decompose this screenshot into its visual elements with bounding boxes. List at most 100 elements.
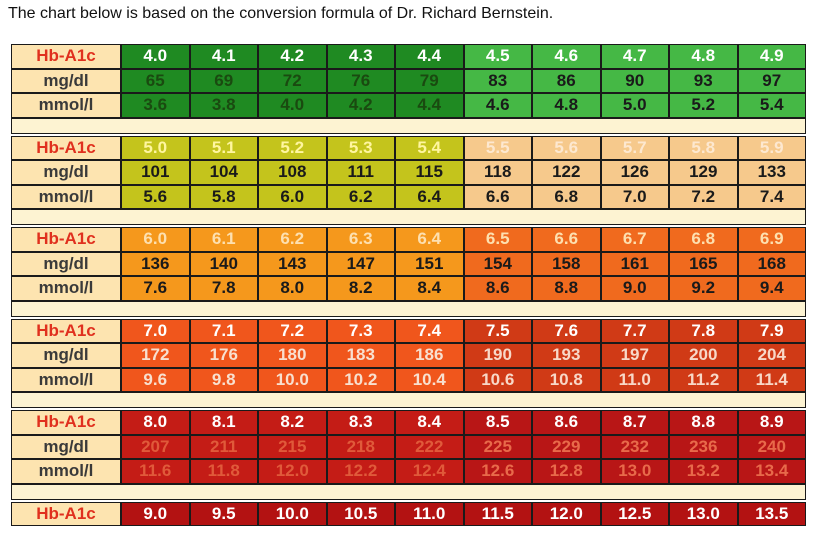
value-cell: 6.9: [737, 227, 806, 252]
row-label: mmol/l: [11, 276, 121, 301]
value-cell: 10.6: [463, 367, 532, 392]
value-cell: 240: [737, 434, 806, 459]
value-cell: 225: [463, 434, 532, 459]
value-cell: 197: [600, 343, 669, 368]
value-cell: 151: [395, 251, 464, 276]
value-cell: 6.7: [600, 227, 669, 252]
value-cell: 4.4: [395, 44, 464, 69]
value-cell: 65: [121, 68, 190, 93]
row-label: mmol/l: [11, 367, 121, 392]
value-cell: 5.3: [326, 135, 395, 160]
value-cell: 7.6: [121, 276, 190, 301]
separator: [11, 483, 806, 500]
value-cell: 5.9: [737, 135, 806, 160]
value-cell: 11.0: [395, 501, 464, 526]
value-cell: 7.0: [121, 318, 190, 343]
value-cell: 6.6: [463, 184, 532, 209]
value-cell: 11.8: [189, 459, 258, 484]
value-cell: 161: [600, 251, 669, 276]
value-cell: 108: [258, 160, 327, 185]
value-cell: 72: [258, 68, 327, 93]
value-cell: 168: [737, 251, 806, 276]
value-cell: 7.8: [189, 276, 258, 301]
value-cell: 4.1: [189, 44, 258, 69]
row-label: mmol/l: [11, 93, 121, 118]
value-cell: 193: [532, 343, 601, 368]
value-cell: 6.8: [532, 184, 601, 209]
value-cell: 183: [326, 343, 395, 368]
value-cell: 12.5: [600, 501, 669, 526]
value-cell: 13.0: [600, 459, 669, 484]
value-cell: 129: [669, 160, 738, 185]
value-cell: 154: [463, 251, 532, 276]
value-cell: 5.6: [532, 135, 601, 160]
value-cell: 147: [326, 251, 395, 276]
value-cell: 4.2: [258, 44, 327, 69]
value-cell: 122: [532, 160, 601, 185]
value-cell: 5.2: [258, 135, 327, 160]
value-cell: 4.9: [737, 44, 806, 69]
value-cell: 136: [121, 251, 190, 276]
value-cell: 7.4: [737, 184, 806, 209]
value-cell: 10.0: [258, 501, 327, 526]
value-cell: 4.8: [532, 93, 601, 118]
value-cell: 9.5: [189, 501, 258, 526]
value-cell: 12.2: [326, 459, 395, 484]
value-cell: 7.4: [395, 318, 464, 343]
value-cell: 8.4: [395, 276, 464, 301]
value-cell: 140: [189, 251, 258, 276]
value-cell: 12.4: [395, 459, 464, 484]
value-cell: 115: [395, 160, 464, 185]
caption: The chart below is based on the conversi…: [8, 5, 554, 22]
value-cell: 69: [189, 68, 258, 93]
value-cell: 86: [532, 68, 601, 93]
value-cell: 97: [737, 68, 806, 93]
value-cell: 215: [258, 434, 327, 459]
value-cell: 3.6: [121, 93, 190, 118]
value-cell: 7.6: [532, 318, 601, 343]
value-cell: 10.4: [395, 367, 464, 392]
value-cell: 12.0: [532, 501, 601, 526]
value-cell: 6.2: [326, 184, 395, 209]
value-cell: 5.4: [395, 135, 464, 160]
value-cell: 6.4: [395, 227, 464, 252]
value-cell: 229: [532, 434, 601, 459]
value-cell: 10.8: [532, 367, 601, 392]
value-cell: 8.4: [395, 410, 464, 435]
value-cell: 7.0: [600, 184, 669, 209]
value-cell: 5.0: [600, 93, 669, 118]
value-cell: 232: [600, 434, 669, 459]
value-cell: 8.9: [737, 410, 806, 435]
value-cell: 5.2: [669, 93, 738, 118]
value-cell: 6.5: [463, 227, 532, 252]
value-cell: 180: [258, 343, 327, 368]
separator: [11, 300, 806, 317]
value-cell: 8.0: [121, 410, 190, 435]
value-cell: 186: [395, 343, 464, 368]
row-label: mg/dl: [11, 434, 121, 459]
value-cell: 4.4: [395, 93, 464, 118]
value-cell: 3.8: [189, 93, 258, 118]
value-cell: 165: [669, 251, 738, 276]
value-cell: 8.6: [532, 410, 601, 435]
value-cell: 11.4: [737, 367, 806, 392]
value-cell: 218: [326, 434, 395, 459]
value-cell: 4.6: [532, 44, 601, 69]
row-label: mg/dl: [11, 251, 121, 276]
value-cell: 10.2: [326, 367, 395, 392]
value-cell: 9.0: [121, 501, 190, 526]
value-cell: 4.0: [258, 93, 327, 118]
row-label: Hb-A1c: [11, 410, 121, 435]
value-cell: 4.5: [463, 44, 532, 69]
value-cell: 4.2: [326, 93, 395, 118]
value-cell: 4.3: [326, 44, 395, 69]
value-cell: 8.6: [463, 276, 532, 301]
row-label: mmol/l: [11, 184, 121, 209]
row-label: Hb-A1c: [11, 501, 121, 526]
value-cell: 7.3: [326, 318, 395, 343]
value-cell: 111: [326, 160, 395, 185]
value-cell: 7.5: [463, 318, 532, 343]
row-label: Hb-A1c: [11, 227, 121, 252]
value-cell: 11.2: [669, 367, 738, 392]
